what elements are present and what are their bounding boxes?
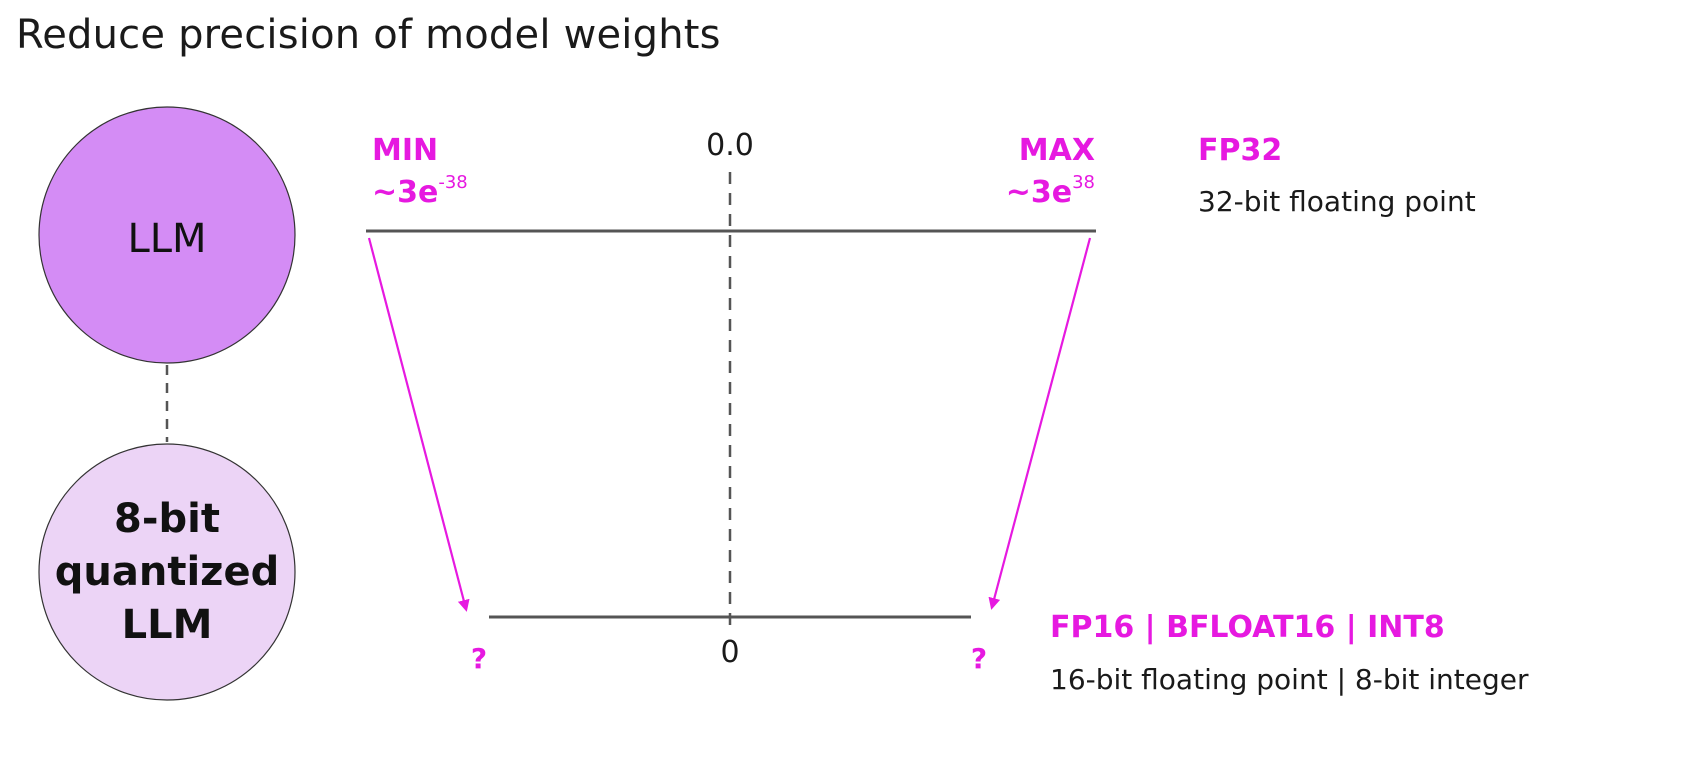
max-mapping-arrow [988, 237, 1092, 610]
page-title: Reduce precision of model weights [16, 12, 721, 58]
quantized-label-line3: LLM [122, 602, 213, 648]
quantized-label-line1: 8-bit [114, 496, 220, 542]
min-label: MIN [372, 133, 438, 168]
zero-float-label: 0.0 [706, 128, 754, 163]
fp32-format-desc: 32-bit floating point [1198, 185, 1476, 218]
max-value-base: ~3e [1006, 175, 1072, 210]
reduced-format-desc: 16-bit floating point | 8-bit integer [1050, 663, 1529, 696]
min-value: ~3e-38 [372, 172, 468, 210]
quantized-label-line2: quantized [55, 549, 279, 595]
max-value-exponent: 38 [1072, 172, 1095, 193]
fp32-format-name: FP32 [1198, 133, 1282, 168]
llm-circle [38, 106, 296, 364]
reduced-max-unknown: ? [971, 642, 987, 675]
llm-label: LLM [127, 216, 206, 262]
max-label: MAX [1019, 133, 1095, 168]
min-value-base: ~3e [372, 175, 438, 210]
zero-int-label: 0 [720, 635, 739, 670]
reduced-format-name: FP16 | BFLOAT16 | INT8 [1050, 610, 1445, 645]
min-value-exponent: -38 [438, 172, 467, 193]
quantized-llm-circle [38, 443, 296, 701]
max-value: ~3e38 [1006, 172, 1095, 210]
reduced-min-unknown: ? [471, 642, 487, 675]
min-mapping-arrow [367, 237, 470, 612]
